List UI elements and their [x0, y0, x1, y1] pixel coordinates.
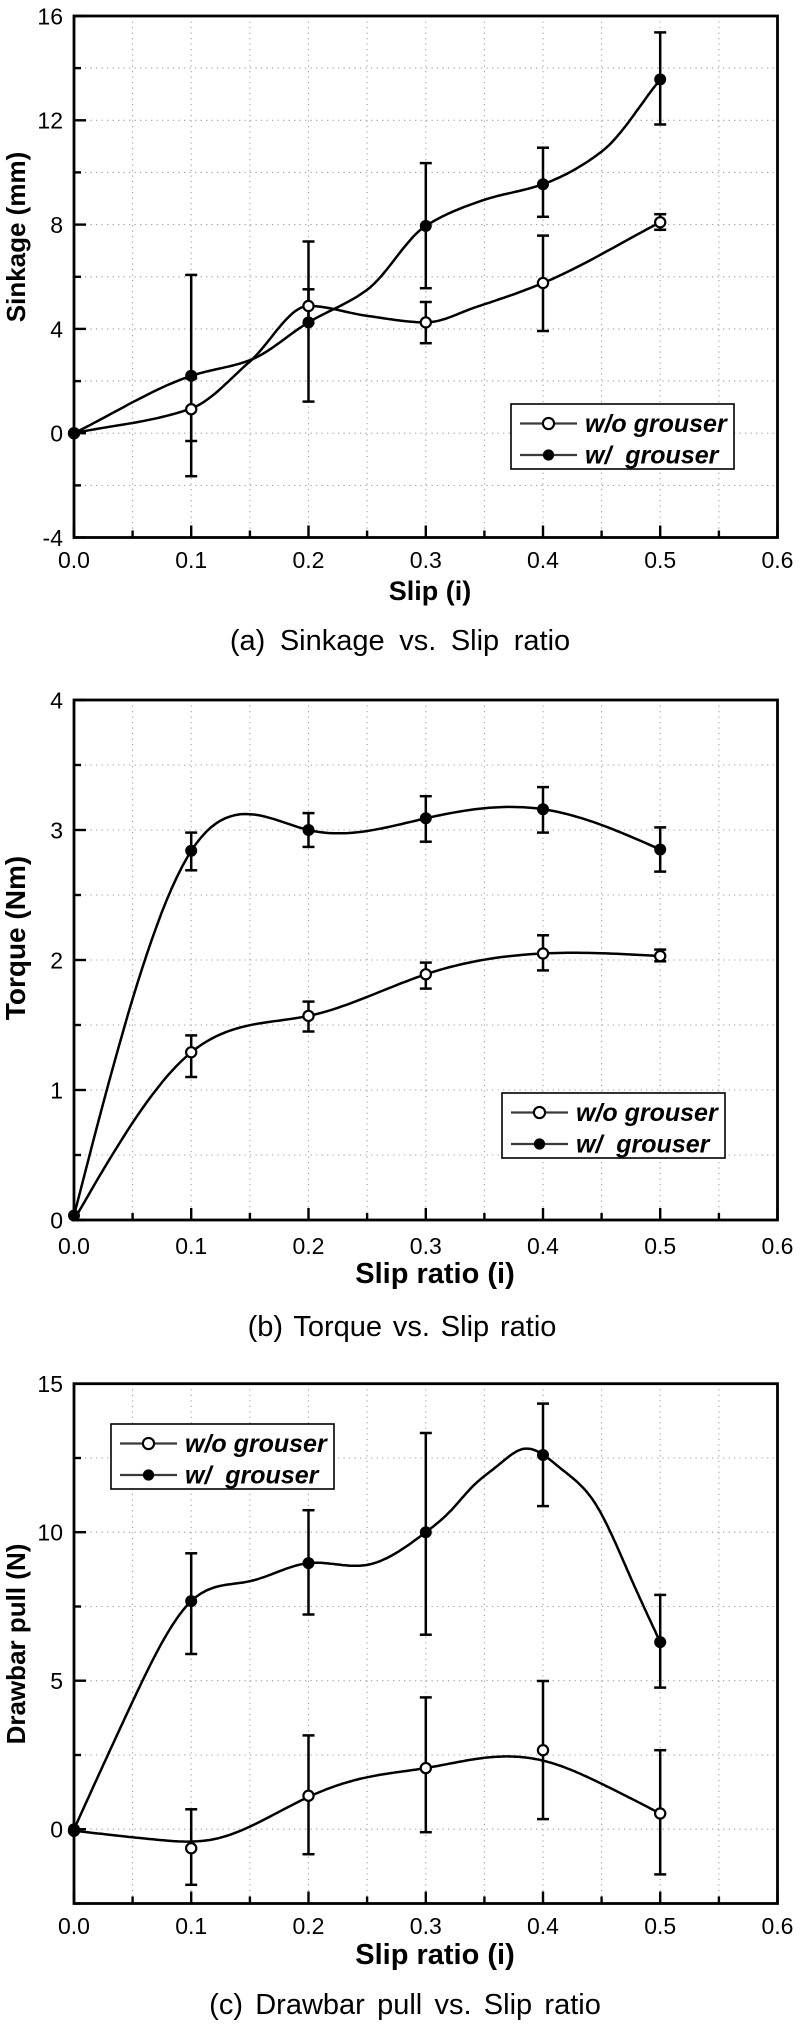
svg-text:0.1: 0.1 [175, 547, 207, 573]
svg-text:0.5: 0.5 [644, 1233, 676, 1259]
svg-text:w/o grouser: w/o grouser [585, 410, 728, 438]
svg-text:4: 4 [50, 687, 63, 713]
svg-text:0: 0 [50, 1207, 63, 1233]
svg-text:w/o grouser: w/o grouser [576, 1099, 719, 1127]
svg-text:Torque (Nm): Torque (Nm) [0, 856, 31, 1020]
svg-text:0.2: 0.2 [293, 1233, 325, 1259]
svg-text:0.3: 0.3 [410, 1913, 442, 1939]
svg-text:0.1: 0.1 [175, 1913, 207, 1939]
svg-text:Slip ratio (i): Slip ratio (i) [355, 1939, 515, 1971]
svg-text:w/ grouser: w/ grouser [576, 1131, 711, 1159]
svg-text:w/ grouser: w/ grouser [585, 442, 720, 470]
svg-text:Slip (i): Slip (i) [389, 576, 472, 606]
svg-text:0.0: 0.0 [58, 547, 90, 573]
svg-text:0.5: 0.5 [644, 547, 676, 573]
svg-text:0.4: 0.4 [527, 1233, 559, 1259]
svg-text:1: 1 [50, 1077, 63, 1103]
svg-text:0.6: 0.6 [762, 1913, 794, 1939]
svg-text:0.4: 0.4 [527, 547, 559, 573]
svg-text:0: 0 [50, 421, 63, 447]
svg-text:0.1: 0.1 [175, 1233, 207, 1259]
svg-text:16: 16 [37, 3, 63, 29]
svg-text:5: 5 [50, 1668, 63, 1694]
svg-text:0.5: 0.5 [644, 1913, 676, 1939]
svg-text:0.3: 0.3 [410, 1233, 442, 1259]
svg-text:4: 4 [50, 316, 63, 342]
svg-text:(b) Torque vs. Slip ratio: (b) Torque vs. Slip ratio [248, 1311, 557, 1343]
svg-text:Sinkage (mm): Sinkage (mm) [1, 152, 31, 323]
svg-text:12: 12 [37, 108, 63, 134]
svg-text:0.0: 0.0 [58, 1233, 90, 1259]
svg-text:2: 2 [50, 947, 63, 973]
svg-text:0.2: 0.2 [293, 1913, 325, 1939]
svg-text:w/o grouser: w/o grouser [185, 1430, 328, 1458]
svg-text:Slip ratio (i): Slip ratio (i) [355, 1258, 515, 1290]
svg-text:(a) Sinkage vs. Slip ratio: (a) Sinkage vs. Slip ratio [230, 625, 570, 657]
svg-text:0.0: 0.0 [58, 1913, 90, 1939]
svg-text:8: 8 [50, 212, 63, 238]
svg-text:w/ grouser: w/ grouser [185, 1462, 320, 1490]
svg-text:0: 0 [50, 1817, 63, 1843]
svg-text:3: 3 [50, 817, 63, 843]
svg-text:0.3: 0.3 [410, 547, 442, 573]
svg-text:0.6: 0.6 [762, 1233, 794, 1259]
svg-text:0.4: 0.4 [527, 1913, 559, 1939]
svg-text:(c) Drawbar pull vs. Slip rati: (c) Drawbar pull vs. Slip ratio [209, 1989, 601, 2021]
svg-text:15: 15 [37, 1371, 63, 1397]
svg-text:0.2: 0.2 [293, 547, 325, 573]
svg-text:0.6: 0.6 [762, 547, 794, 573]
svg-text:10: 10 [37, 1520, 63, 1546]
svg-text:Drawbar pull (N): Drawbar pull (N) [1, 1544, 31, 1745]
svg-text:-4: -4 [43, 525, 64, 551]
